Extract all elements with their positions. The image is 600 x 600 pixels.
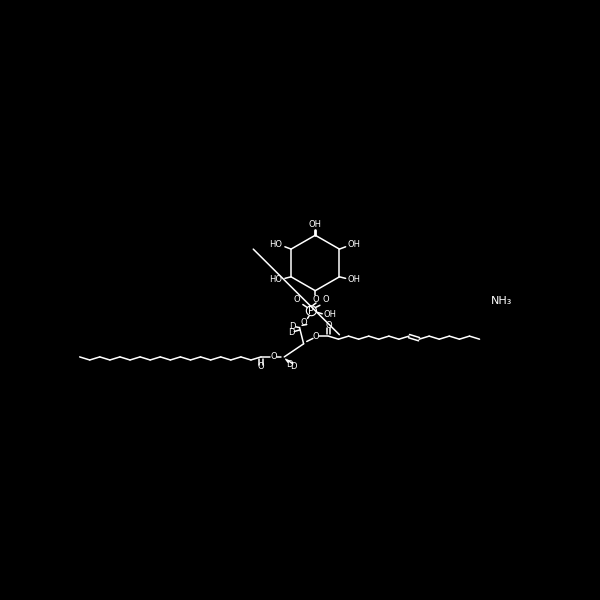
Text: HO: HO [269, 275, 282, 284]
Text: O: O [270, 352, 277, 361]
Text: O: O [301, 318, 307, 327]
Text: D: D [290, 322, 296, 331]
Text: D: D [286, 360, 292, 369]
Text: D: D [288, 328, 295, 337]
Text: O: O [323, 295, 329, 304]
Text: O: O [313, 332, 319, 341]
Text: OH: OH [347, 240, 361, 249]
Text: O: O [325, 321, 332, 330]
Text: D: D [290, 362, 297, 371]
Text: NH₃: NH₃ [490, 296, 512, 307]
Text: O: O [313, 295, 319, 304]
Text: P: P [308, 306, 314, 316]
Text: O: O [257, 362, 265, 371]
Text: O: O [293, 295, 300, 304]
Text: OH: OH [309, 220, 322, 229]
Text: HO: HO [269, 240, 282, 249]
Text: OH: OH [323, 310, 337, 319]
Text: OH: OH [347, 275, 361, 284]
